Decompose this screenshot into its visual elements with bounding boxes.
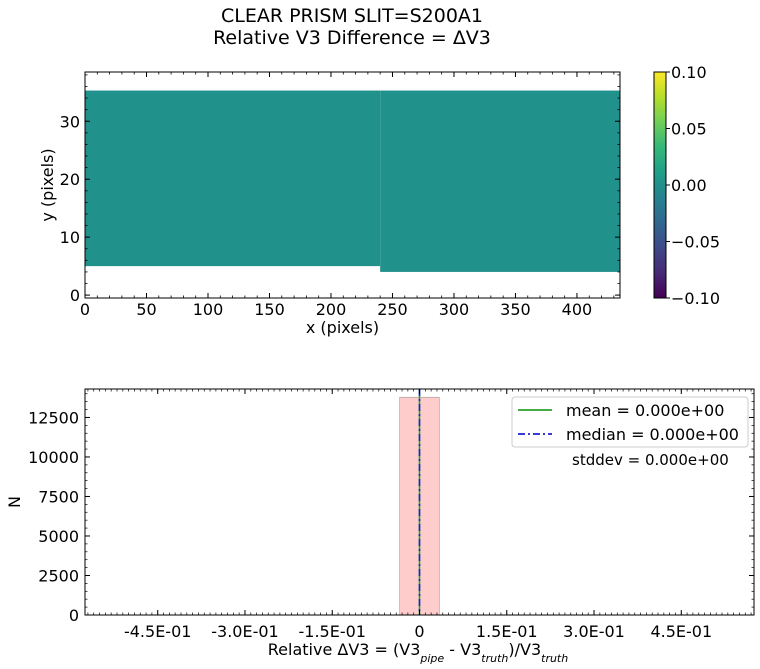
x-tick-label: 300	[439, 300, 470, 319]
legend-median-label: median = 0.000e+00	[566, 425, 739, 444]
heatmap-frame	[84, 71, 621, 299]
x-axis-label: Relative ΔV3 = (V3pipe - V3truth)/V3trut…	[268, 640, 568, 665]
x-tick-label: 4.5E-01	[650, 622, 712, 641]
title-line-1: CLEAR PRISM SLIT=S200A1	[221, 5, 483, 27]
histogram-plot: -4.5E-01 -3.0E-01 -1.5E-01 0 1.5E-01 3.0E-01 4…	[5, 388, 755, 665]
colorbar: 0.10 0.05 0.00 −0.05 −0.10	[653, 63, 720, 308]
x-tick-label: 0	[414, 622, 424, 641]
x-tick-label: 50	[136, 300, 156, 319]
x-axis-label-part: )/V3	[508, 640, 541, 659]
x-tick-label: 350	[500, 300, 531, 319]
x-tick-label: 150	[254, 300, 285, 319]
y-tick-label: 7500	[38, 487, 79, 506]
x-axis-label-subscript: truth	[481, 652, 508, 665]
colorbar-tick-label: 0.10	[671, 63, 707, 82]
x-axis-label-subscript: pipe	[419, 652, 444, 665]
x-tick-label: -4.5E-01	[124, 622, 191, 641]
x-tick-label: -1.5E-01	[299, 622, 366, 641]
x-tick-label: 400	[562, 300, 593, 319]
x-tick-label: 100	[193, 300, 224, 319]
legend-box	[511, 396, 749, 448]
y-tick-label: 12500	[28, 408, 79, 427]
y-axis-label: y (pixels)	[38, 148, 57, 221]
x-tick-label: 1.5E-01	[476, 622, 538, 641]
stddev-annotation: stddev = 0.000e+00	[572, 451, 729, 469]
x-tick-label: 0	[80, 300, 90, 319]
x-tick-label: -3.0E-01	[211, 622, 278, 641]
heatmap-plot: 0 50 100 150 200 250 300 350 400 0 10 20 30 x (pixels…	[38, 71, 621, 337]
colorbar-tick-label: 0.00	[671, 176, 707, 195]
x-tick-label: 250	[377, 300, 408, 319]
x-tick-label: 200	[316, 300, 347, 319]
x-axis-label-part: Relative ΔV3 = (V3	[268, 640, 421, 659]
y-tick-label: 0	[70, 286, 80, 305]
heatmap-region	[85, 90, 381, 267]
x-axis-label-part: - V3	[444, 640, 481, 659]
y-tick-label: 0	[69, 606, 79, 625]
colorbar-tick-label: 0.05	[671, 120, 707, 139]
y-tick-label: 20	[60, 170, 80, 189]
y-tick-label: 2500	[38, 566, 79, 585]
x-axis-label: x (pixels)	[306, 318, 379, 337]
y-axis-label: N	[5, 496, 24, 508]
y-tick-label: 10000	[28, 448, 79, 467]
colorbar-gradient	[653, 71, 667, 299]
y-tick-label: 10	[60, 228, 80, 247]
y-tick-label: 5000	[38, 527, 79, 546]
colorbar-tick-label: −0.10	[671, 289, 720, 308]
x-axis-label-subscript: truth	[541, 652, 568, 665]
heatmap-region	[380, 90, 620, 272]
colorbar-tick-label: −0.05	[671, 233, 720, 252]
x-tick-label: 3.0E-01	[563, 622, 625, 641]
legend-mean-label: mean = 0.000e+00	[566, 401, 724, 420]
title-line-2: Relative V3 Difference = ΔV3	[213, 27, 491, 49]
y-tick-label: 30	[60, 112, 80, 131]
